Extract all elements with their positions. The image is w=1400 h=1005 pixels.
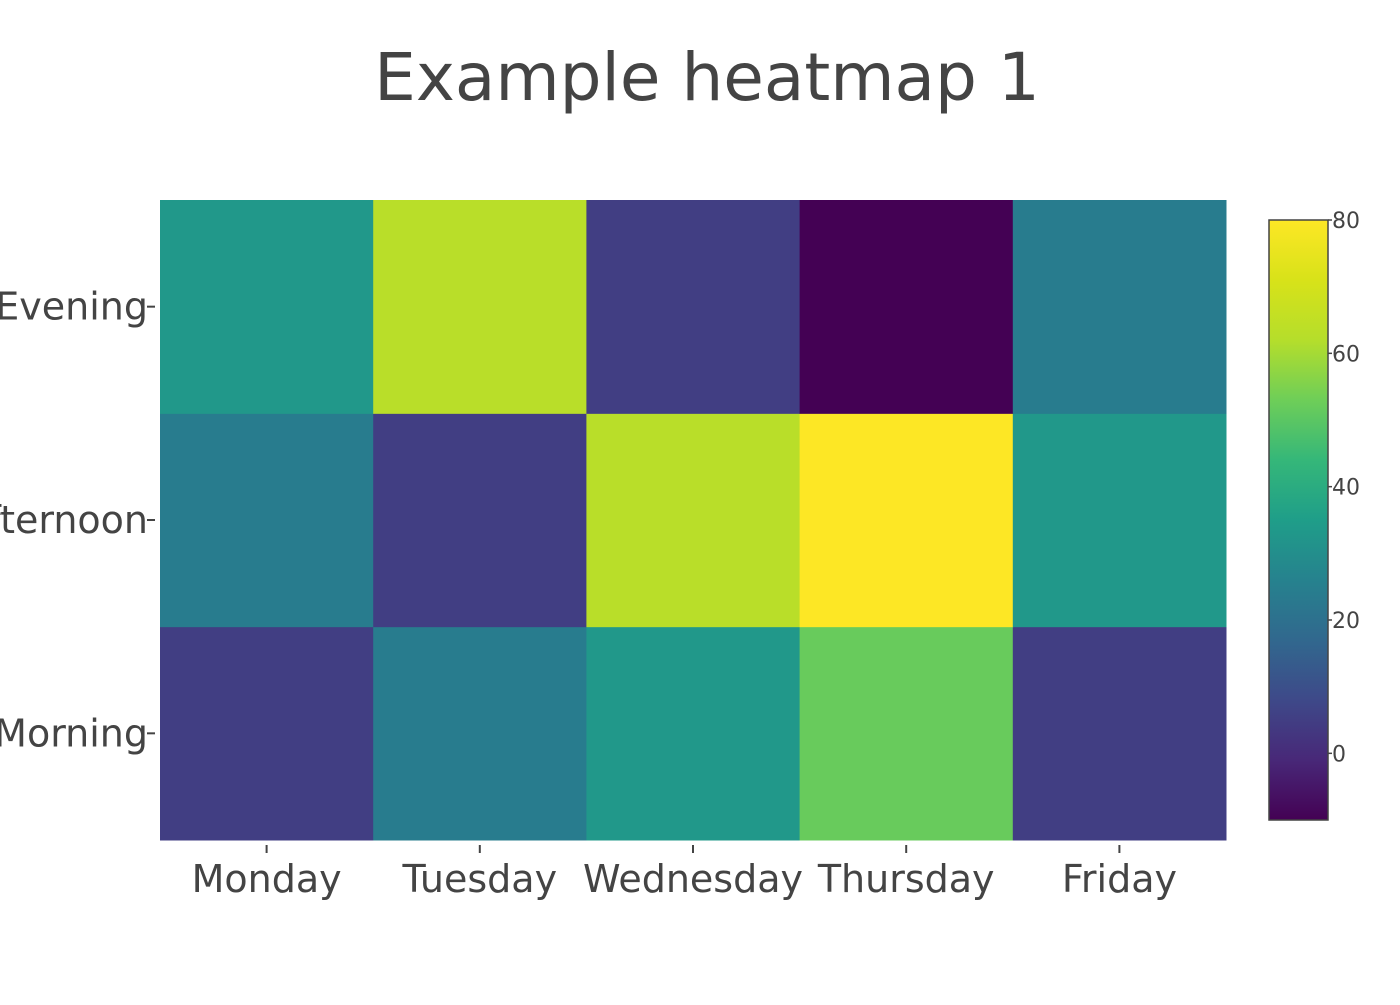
heatmap-cell [373,626,587,841]
colorbar-gradient [1268,219,1329,821]
heatmap-cell [586,413,801,628]
colorbar-tick-label: 40 [1332,476,1360,501]
heatmap-cell [1012,200,1227,414]
colorbar-tick-label: 20 [1332,609,1360,634]
colorbar-tick-label: 80 [1332,209,1360,234]
y-tick-label: Morning [0,711,148,755]
y-tick-label: Afternoon [0,498,148,542]
heatmap-cell [799,200,1014,414]
heatmap-cell [586,626,801,841]
heatmap-cell [799,626,1014,841]
x-tick-label: Wednesday [583,857,803,901]
heatmap-cell [1012,413,1227,628]
x-tick-label: Thursday [817,857,995,901]
heatmap-cell [160,200,374,414]
heatmap-cell [1012,626,1227,841]
heatmap-cell [373,413,587,628]
x-tick-label: Friday [1062,857,1177,901]
colorbar: 0 20 40 60 80 [1268,209,1360,821]
chart-title: Example heatmap 1 [374,39,1040,116]
heatmap-cell [160,413,374,628]
plot-area [160,200,1227,841]
x-axis: Monday Tuesday Wednesday Thursday Friday [192,845,1177,901]
heatmap-cell [373,200,587,414]
colorbar-tick-label: 0 [1332,742,1346,767]
y-axis: Morning Afternoon Evening [0,285,155,755]
x-tick-label: Tuesday [401,857,557,901]
colorbar-tick-label: 60 [1332,342,1360,367]
heatmap-cell [799,413,1014,628]
heatmap-cell [586,200,801,414]
x-tick-label: Monday [192,857,342,901]
heatmap-cell [160,626,374,841]
y-tick-label: Evening [0,285,148,329]
